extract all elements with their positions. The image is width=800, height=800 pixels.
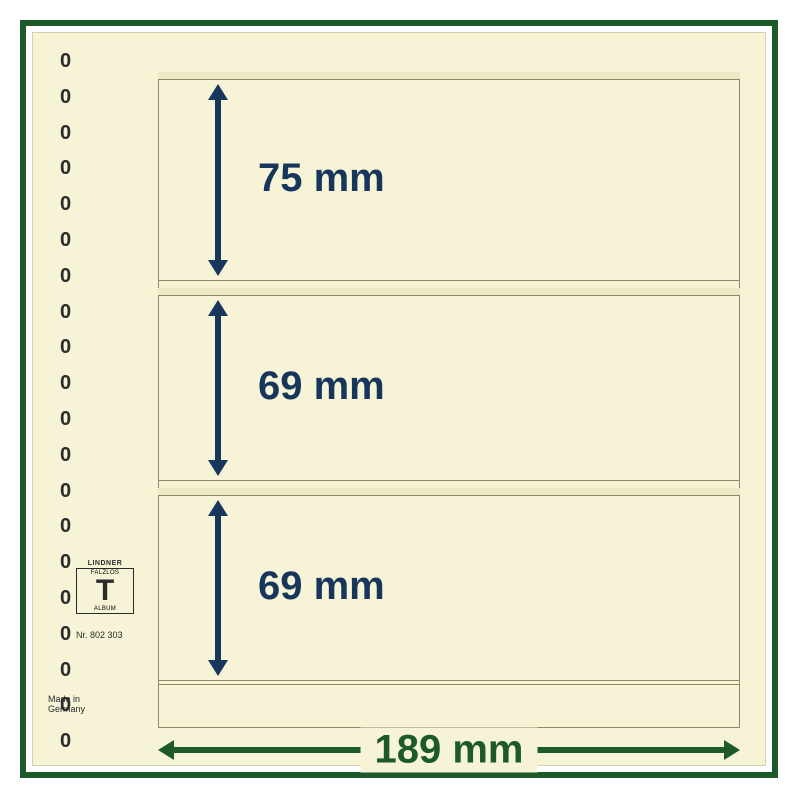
height-dimension-label: 69 mm <box>258 364 385 409</box>
binder-hole: 0 <box>60 551 71 574</box>
binder-hole: 0 <box>60 229 71 252</box>
product-number: Nr. 802 303 <box>76 630 123 640</box>
height-dimension <box>208 500 228 676</box>
bottom-gap <box>158 684 740 685</box>
pocket-divider <box>158 680 740 681</box>
binder-hole: 0 <box>60 408 71 431</box>
logo-line3: ALBUM <box>79 606 131 612</box>
width-dimension: 189 mm <box>158 738 740 762</box>
binder-hole: 0 <box>60 301 71 324</box>
height-dimension <box>208 300 228 476</box>
binder-hole: 0 <box>60 265 71 288</box>
pocket-divider <box>158 480 740 481</box>
binder-hole: 0 <box>60 515 71 538</box>
made-in-label: Made in Germany <box>48 694 85 714</box>
brand-logo: LINDNER FALZLOS T ALBUM <box>76 560 134 614</box>
binder-hole: 0 <box>60 730 71 753</box>
binder-hole: 0 <box>60 122 71 145</box>
width-dimension-label: 189 mm <box>361 728 538 773</box>
logo-brand: LINDNER <box>76 560 134 567</box>
binder-hole: 0 <box>60 50 71 73</box>
pocket-frame <box>158 72 740 728</box>
height-dimension-label: 69 mm <box>258 564 385 609</box>
logo-t: T <box>79 576 131 606</box>
binder-hole: 0 <box>60 193 71 216</box>
pocket-strip <box>158 72 740 80</box>
binder-hole: 0 <box>60 587 71 610</box>
binder-hole: 0 <box>60 623 71 646</box>
pocket-strip <box>158 488 740 496</box>
binder-hole: 0 <box>60 444 71 467</box>
binder-hole: 0 <box>60 372 71 395</box>
binder-hole: 0 <box>60 336 71 359</box>
height-dimension-label: 75 mm <box>258 156 385 201</box>
binder-hole: 0 <box>60 480 71 503</box>
height-dimension <box>208 84 228 276</box>
binder-hole: 0 <box>60 86 71 109</box>
binder-hole: 0 <box>60 157 71 180</box>
pocket-divider <box>158 280 740 281</box>
binder-hole: 0 <box>60 659 71 682</box>
pocket-strip <box>158 288 740 296</box>
